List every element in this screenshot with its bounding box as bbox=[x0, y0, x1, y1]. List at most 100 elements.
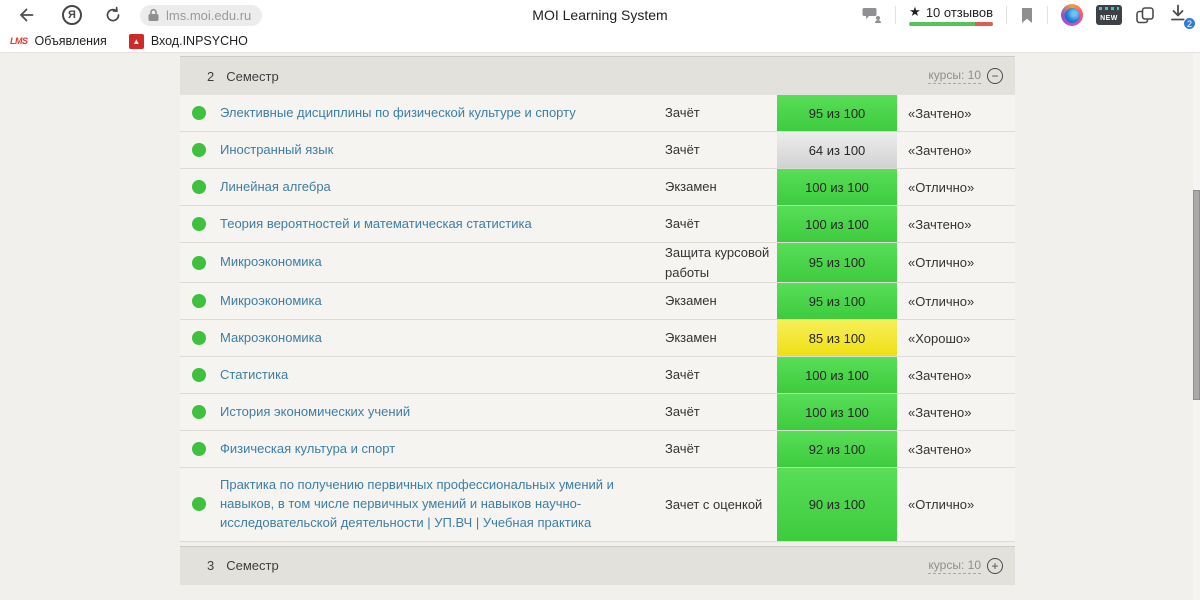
score-badge: 85 из 100 bbox=[777, 320, 897, 356]
assessment-type-cell: Зачет с оценкой bbox=[665, 496, 763, 512]
collapse-semester-button[interactable]: − bbox=[987, 68, 1003, 84]
course-name-cell: Практика по получению первичных професси… bbox=[220, 468, 665, 541]
assessment-type-cell: Экзамен bbox=[665, 293, 717, 309]
status-dot-icon bbox=[192, 294, 206, 308]
grade-cell: «Зачтено» bbox=[908, 105, 972, 121]
address-bar[interactable]: lms.moi.edu.ru bbox=[140, 4, 263, 26]
course-row: Иностранный язык Зачёт 64 из 100 «Зачтено» bbox=[180, 132, 1015, 169]
course-status-cell bbox=[180, 405, 220, 419]
status-dot-icon bbox=[192, 368, 206, 382]
reviews-button[interactable]: ★ 10 отзывов bbox=[909, 4, 993, 26]
course-link[interactable]: Теория вероятностей и математическая ста… bbox=[220, 215, 532, 231]
rating-positive-segment bbox=[909, 22, 975, 26]
course-name-cell: Иностранный язык bbox=[220, 133, 665, 168]
star-icon: ★ bbox=[909, 4, 921, 19]
cinema-new-extension-button[interactable]: NEW bbox=[1096, 5, 1122, 25]
course-row: Теория вероятностей и математическая ста… bbox=[180, 206, 1015, 243]
course-status-cell bbox=[180, 180, 220, 194]
assessment-type-cell: Зачёт bbox=[665, 441, 700, 457]
browser-toolbar: Я lms.moi.edu.ru MOI Learning System bbox=[0, 0, 1200, 30]
course-name-cell: Элективные дисциплины по физической куль… bbox=[220, 96, 665, 131]
expand-semester-button[interactable]: + bbox=[987, 557, 1003, 574]
course-link[interactable]: Макроэкономика bbox=[220, 329, 322, 345]
bookmarks-bar: LMS Объявления ▲ Вход.INPSYCHO bbox=[0, 30, 1200, 53]
course-link[interactable]: Линейная алгебра bbox=[220, 178, 331, 194]
assessment-type-cell: Зачёт bbox=[665, 216, 700, 232]
yandex-logo-button[interactable]: Я bbox=[62, 5, 82, 25]
score-badge: 100 из 100 bbox=[777, 169, 897, 205]
bookmark-label: Объявления bbox=[34, 34, 107, 48]
course-row: Микроэкономика Экзамен 95 из 100 «Отлично» bbox=[180, 283, 1015, 320]
course-link[interactable]: Статистика bbox=[220, 366, 289, 382]
assessment-type-cell: Зачёт bbox=[665, 105, 700, 121]
grade-cell: «Отлично» bbox=[908, 496, 975, 512]
inpsycho-favicon: ▲ bbox=[128, 33, 144, 49]
status-dot-icon bbox=[192, 497, 206, 512]
course-link[interactable]: Микроэкономика bbox=[220, 292, 322, 308]
semester-number: 3 bbox=[207, 558, 215, 574]
course-link[interactable]: Элективные дисциплины по физической куль… bbox=[220, 104, 576, 120]
extension-ring-button[interactable] bbox=[1061, 4, 1083, 26]
status-dot-icon bbox=[192, 331, 206, 345]
tabs-cards-button[interactable] bbox=[1135, 6, 1155, 25]
course-link[interactable]: Физическая культура и спорт bbox=[220, 440, 396, 456]
grade-cell: «Зачтено» bbox=[908, 142, 972, 158]
back-arrow-icon bbox=[20, 8, 34, 22]
course-row: Статистика Зачёт 100 из 100 «Зачтено» bbox=[180, 357, 1015, 394]
grade-cell: «Зачтено» bbox=[908, 441, 972, 457]
reload-button[interactable] bbox=[102, 4, 124, 26]
grade-cell: «Отлично» bbox=[908, 179, 975, 195]
score-badge: 64 из 100 bbox=[777, 132, 897, 168]
course-row: История экономических учений Зачёт 100 из … bbox=[180, 394, 1015, 431]
semester-2-header: 2 Семестр курсы: 10 − bbox=[180, 56, 1015, 95]
course-name-cell: Физическая культура и спорт bbox=[220, 432, 665, 467]
bookmark-flag-button[interactable] bbox=[1020, 7, 1034, 24]
grade-cell: «Зачтено» bbox=[908, 404, 972, 420]
back-button[interactable] bbox=[14, 3, 38, 27]
semester-grades-table: 2 Семестр курсы: 10 − Элективные дисципл… bbox=[180, 56, 1015, 585]
assessment-type-cell: Зачёт bbox=[665, 367, 700, 383]
course-row: Элективные дисциплины по физической куль… bbox=[180, 95, 1015, 132]
course-status-cell bbox=[180, 106, 220, 120]
course-status-cell bbox=[180, 255, 220, 270]
overlapping-cards-icon bbox=[1136, 6, 1154, 23]
score-badge: 95 из 100 bbox=[777, 243, 897, 282]
new-badge-label: NEW bbox=[1100, 15, 1118, 22]
course-link[interactable]: Практика по получению первичных професси… bbox=[220, 477, 614, 530]
courses-count-link[interactable]: курсы: 10 bbox=[928, 557, 981, 574]
semester-label: Семестр bbox=[226, 558, 279, 574]
score-badge: 100 из 100 bbox=[777, 357, 897, 393]
course-status-cell bbox=[180, 368, 220, 382]
downloads-button[interactable]: 2 bbox=[1168, 3, 1196, 30]
course-name-cell: Микроэкономика bbox=[220, 245, 665, 280]
assessment-type-cell: Экзамен bbox=[665, 179, 717, 195]
course-rows: Элективные дисциплины по физической куль… bbox=[180, 95, 1015, 542]
assessment-type-cell: Защита курсовой работы bbox=[665, 245, 770, 280]
lms-favicon: LMS bbox=[10, 36, 28, 46]
bookmark-item-announcements[interactable]: LMS Объявления bbox=[10, 34, 107, 48]
score-badge: 95 из 100 bbox=[777, 95, 897, 131]
status-dot-icon bbox=[192, 106, 206, 120]
course-name-cell: Теория вероятностей и математическая ста… bbox=[220, 207, 665, 242]
bookmark-flag-icon bbox=[1022, 7, 1032, 23]
downloads-count-badge: 2 bbox=[1183, 17, 1196, 30]
courses-count-link[interactable]: курсы: 10 bbox=[928, 68, 981, 84]
reviews-rating-bar bbox=[909, 22, 993, 26]
chat-extension-button[interactable] bbox=[862, 6, 882, 24]
speech-bubble-icon bbox=[862, 8, 882, 23]
toolbar-separator bbox=[895, 6, 897, 24]
toolbar-separator bbox=[1047, 6, 1048, 24]
bookmark-item-inpsycho[interactable]: ▲ Вход.INPSYCHO bbox=[128, 33, 248, 49]
course-link[interactable]: История экономических учений bbox=[220, 403, 411, 419]
status-dot-icon bbox=[192, 255, 206, 270]
semester-label: Семестр bbox=[226, 68, 279, 84]
status-dot-icon bbox=[192, 180, 206, 194]
course-status-cell bbox=[180, 442, 220, 456]
course-link[interactable]: Микроэкономика bbox=[220, 254, 322, 270]
grade-cell: «Зачтено» bbox=[908, 216, 972, 232]
grade-cell: «Хорошо» bbox=[908, 330, 971, 346]
status-dot-icon bbox=[192, 405, 206, 419]
rating-negative-segment bbox=[974, 22, 993, 26]
scrollbar-thumb[interactable] bbox=[1193, 190, 1200, 400]
course-link[interactable]: Иностранный язык bbox=[220, 141, 334, 157]
